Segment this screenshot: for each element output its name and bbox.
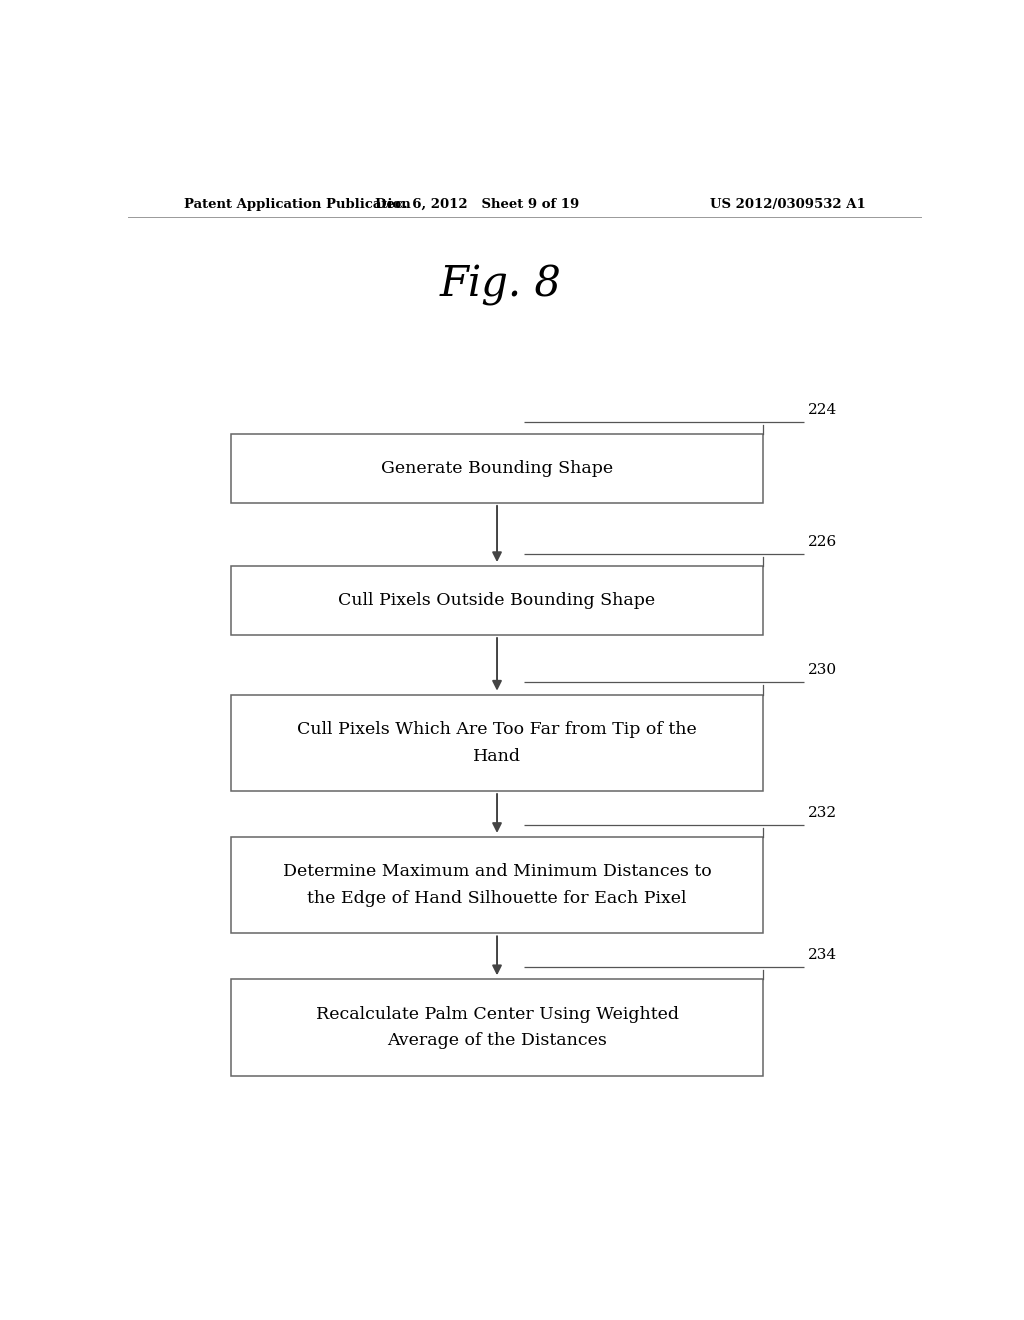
Bar [231,837,763,933]
Text: Dec. 6, 2012   Sheet 9 of 19: Dec. 6, 2012 Sheet 9 of 19 [375,198,580,211]
Text: 234: 234 [808,948,838,962]
Text: US 2012/0309532 A1: US 2012/0309532 A1 [711,198,866,211]
Text: 230: 230 [808,663,838,677]
Text: Average of the Distances: Average of the Distances [387,1032,607,1049]
Text: 224: 224 [808,403,838,417]
Text: Generate Bounding Shape: Generate Bounding Shape [381,459,613,477]
Text: Cull Pixels Outside Bounding Shape: Cull Pixels Outside Bounding Shape [339,593,655,609]
Text: 232: 232 [808,805,838,820]
Text: Hand: Hand [473,747,521,764]
Text: Recalculate Palm Center Using Weighted: Recalculate Palm Center Using Weighted [315,1006,679,1023]
Text: 226: 226 [808,535,838,549]
Text: Cull Pixels Which Are Too Far from Tip of the: Cull Pixels Which Are Too Far from Tip o… [297,721,697,738]
Text: Fig. 8: Fig. 8 [440,264,562,306]
Bar [231,434,763,503]
Bar [231,566,763,635]
Bar [231,979,763,1076]
Bar [231,694,763,791]
Text: Patent Application Publication: Patent Application Publication [183,198,411,211]
Text: the Edge of Hand Silhouette for Each Pixel: the Edge of Hand Silhouette for Each Pix… [307,890,687,907]
Text: Determine Maximum and Minimum Distances to: Determine Maximum and Minimum Distances … [283,863,712,880]
